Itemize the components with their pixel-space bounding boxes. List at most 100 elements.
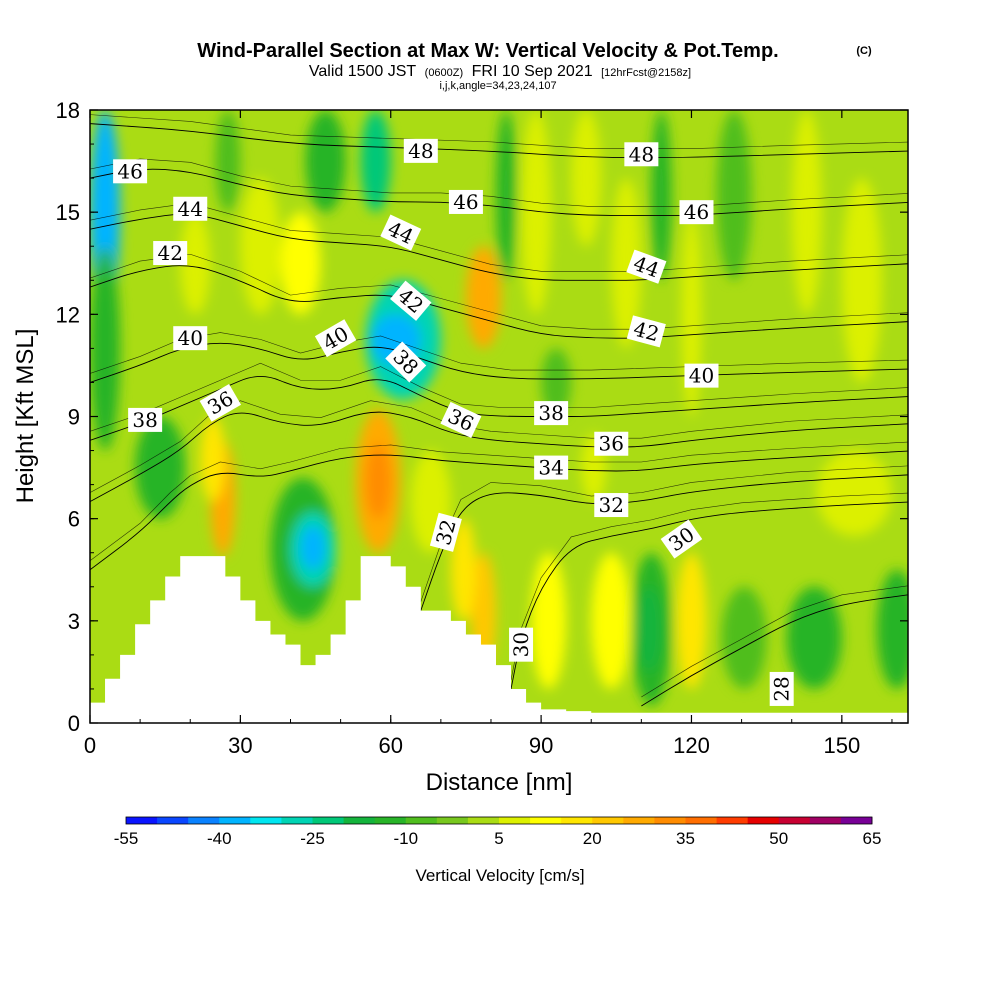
- svg-text:32: 32: [599, 493, 624, 517]
- colorbar-swatch: [281, 817, 313, 824]
- theta-contour-minor: [641, 585, 908, 698]
- colorbar-swatch: [405, 817, 438, 824]
- colorbar-swatch: [374, 817, 407, 824]
- velocity-cell: [651, 110, 672, 281]
- velocity-cell: [791, 110, 822, 315]
- svg-text:30: 30: [509, 632, 533, 657]
- colorbar-swatch: [778, 817, 811, 824]
- subtitle-valid: Valid 1500 JST: [309, 63, 417, 80]
- theta-contour-minor: [90, 114, 908, 149]
- svg-text:38: 38: [132, 408, 157, 432]
- y-tick-label: 12: [56, 302, 80, 327]
- contour-label: 32: [429, 512, 462, 552]
- subtitle-forecast: [12hrFcst@2158z]: [601, 67, 691, 79]
- svg-text:48: 48: [408, 139, 433, 163]
- velocity-cell: [531, 552, 567, 689]
- colorbar-swatch: [250, 817, 282, 824]
- svg-text:48: 48: [629, 142, 654, 166]
- velocity-cell: [300, 525, 326, 570]
- theta-contour-minor: [510, 492, 908, 681]
- velocity-cell: [200, 416, 226, 502]
- colorbar-title: Vertical Velocity [cm/s]: [415, 866, 584, 885]
- contour-label: 42: [153, 241, 188, 266]
- svg-text:36: 36: [599, 432, 624, 456]
- contour-label: 48: [403, 138, 438, 163]
- contour-label: 30: [509, 627, 534, 662]
- y-tick-label: 0: [68, 711, 80, 736]
- contour-label: 46: [113, 159, 148, 184]
- svg-text:40: 40: [689, 364, 714, 388]
- colorbar-swatch: [343, 817, 376, 824]
- colorbar-tick-label: -40: [207, 829, 232, 848]
- contour-label: 32: [594, 493, 629, 518]
- svg-text:46: 46: [684, 200, 709, 224]
- colorbar-swatch: [126, 817, 158, 824]
- colorbar: -55 -40 -25 -10 5 20 35 50 65: [114, 816, 882, 848]
- contour-label: 38: [534, 401, 569, 426]
- colorbar-swatch: [219, 817, 251, 824]
- x-tick-label: 90: [529, 733, 553, 758]
- contour-label: 48: [624, 142, 659, 167]
- colorbar-swatch: [840, 817, 873, 824]
- velocity-cell: [816, 450, 892, 536]
- chart-title: Wind-Parallel Section at Max W: Vertical…: [197, 40, 778, 62]
- x-tick-label: 150: [823, 733, 860, 758]
- theta-contour-minor: [90, 362, 908, 432]
- theta-contour-32: [420, 474, 908, 611]
- subtitle-utc: (0600Z): [425, 67, 464, 79]
- theta-contour-minor: [90, 158, 908, 207]
- colorbar-swatch: [623, 817, 655, 824]
- x-tick-label: 120: [673, 733, 710, 758]
- velocity-cell: [571, 110, 602, 247]
- svg-text:46: 46: [453, 190, 478, 214]
- velocity-cell: [541, 348, 572, 417]
- velocity-cell: [305, 110, 346, 213]
- y-tick-label: 15: [56, 200, 80, 225]
- colorbar-swatch: [499, 817, 531, 824]
- theta-contour-48: [90, 123, 908, 159]
- velocity-cell: [450, 518, 476, 621]
- x-tick-label: 30: [228, 733, 252, 758]
- chart-title-mark: (C): [856, 45, 872, 57]
- velocity-cell: [636, 586, 662, 672]
- colorbar-swatch: [747, 817, 780, 824]
- contour-label: 28: [769, 671, 794, 706]
- contour-label: 36: [594, 431, 629, 456]
- colorbar-tick-label: -10: [393, 829, 418, 848]
- theta-contour-minor: [90, 441, 908, 561]
- velocity-cell: [495, 110, 517, 281]
- x-axis-label: Distance [nm]: [426, 769, 573, 796]
- chart-subtitle: Valid 1500 JST (0600Z) FRI 10 Sep 2021 […: [309, 63, 691, 80]
- velocity-cell: [240, 178, 281, 315]
- x-axis: 0 30 60 90 120 150: [84, 110, 893, 758]
- velocity-cell: [135, 416, 186, 519]
- velocity-cell: [786, 586, 842, 689]
- velocity-cell: [841, 178, 882, 383]
- velocity-cell: [716, 110, 752, 281]
- colorbar-swatch: [654, 817, 686, 824]
- colorbar-tick-label: -25: [300, 829, 325, 848]
- svg-text:40: 40: [178, 326, 203, 350]
- colorbar-swatch: [685, 817, 717, 824]
- velocity-cell: [365, 443, 391, 519]
- theta-contour-46: [90, 168, 908, 217]
- velocity-cell: [280, 212, 321, 315]
- svg-text:44: 44: [178, 197, 203, 221]
- colorbar-swatch: [561, 817, 593, 824]
- colorbar-tick-label: 50: [769, 829, 788, 848]
- colorbar-swatch: [716, 817, 749, 824]
- colorbar-tick-label: 35: [676, 829, 695, 848]
- colorbar-tick-label: 5: [494, 829, 503, 848]
- contour-label: 46: [448, 189, 483, 214]
- theta-contour-minor: [90, 253, 908, 330]
- colorbar-tick-label: 65: [863, 829, 882, 848]
- colorbar-swatch: [436, 817, 469, 824]
- chart-title-block: Wind-Parallel Section at Max W: Vertical…: [197, 40, 872, 92]
- velocity-cell: [876, 569, 908, 689]
- colorbar-tick-label: -55: [114, 829, 139, 848]
- velocity-cell: [676, 552, 707, 689]
- contour-label: 42: [626, 315, 666, 348]
